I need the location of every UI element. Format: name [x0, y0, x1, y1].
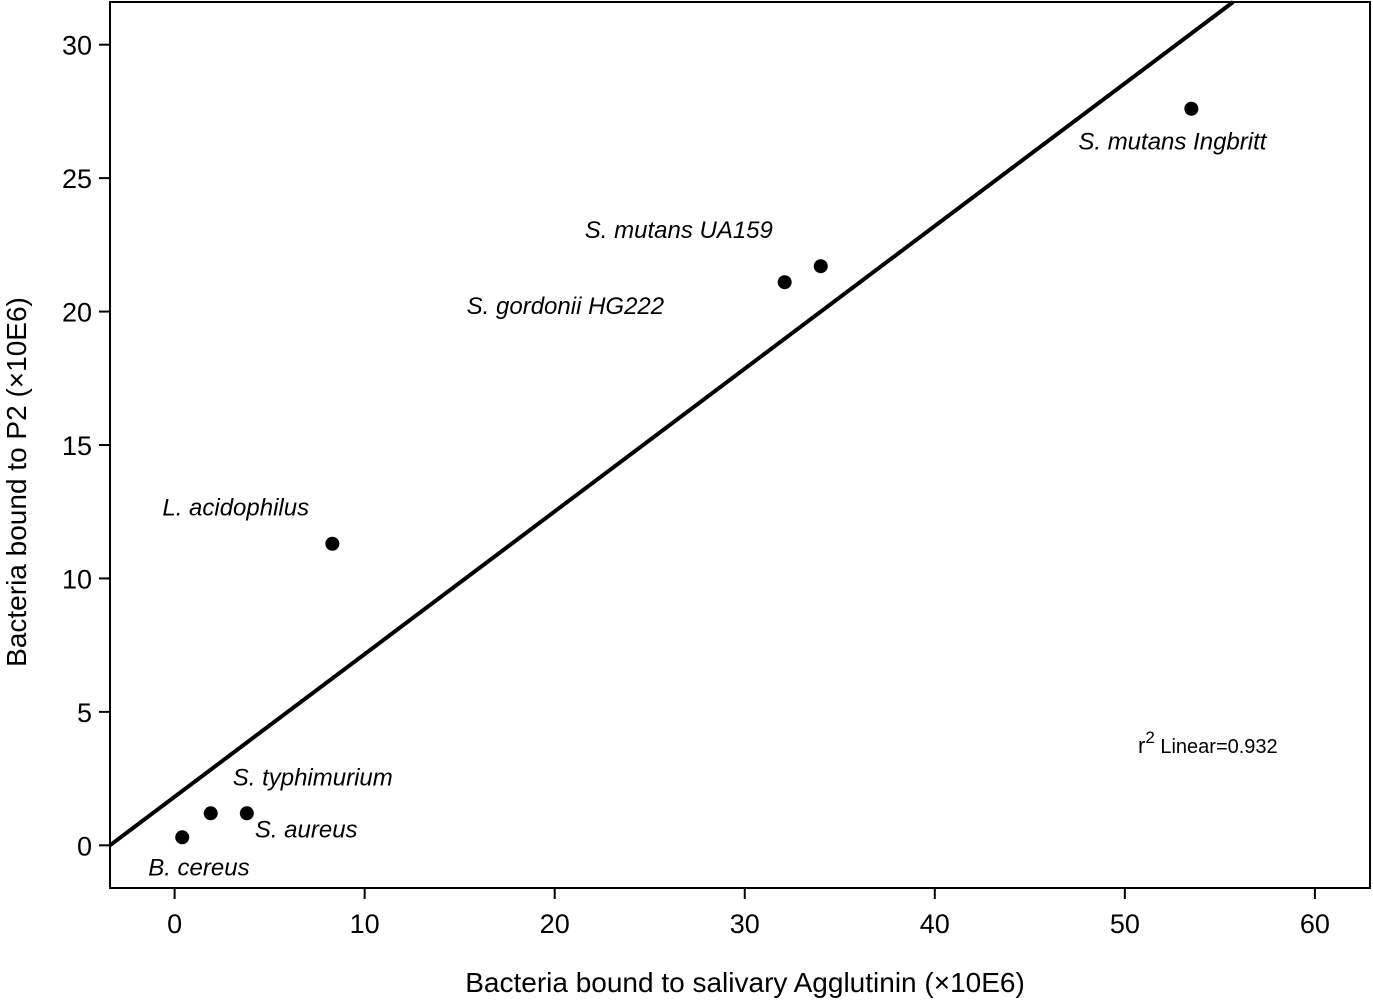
- point-labels: B. cereus S. typhimurium S. aureus L. acido…: [148, 129, 1268, 882]
- x-tick-label: 60: [1300, 909, 1330, 939]
- y-tick-label: 20: [62, 298, 92, 328]
- y-tick-label: 0: [77, 831, 92, 861]
- x-tick-label: 10: [350, 909, 380, 939]
- y-tick-label: 5: [77, 698, 92, 728]
- x-axis-title: Bacteria bound to salivary Agglutinin (×…: [465, 967, 1025, 998]
- point-label: S. aureus: [255, 816, 358, 843]
- x-tick-label: 0: [167, 909, 182, 939]
- data-point: [325, 536, 340, 551]
- point-label: B. cereus: [148, 854, 249, 881]
- r-squared-value: Linear=0.932: [1155, 736, 1278, 758]
- x-tick-label: 20: [540, 909, 570, 939]
- point-label: L. acidophilus: [162, 495, 309, 522]
- x-tick-label: 30: [730, 909, 760, 939]
- data-points: [175, 101, 1199, 845]
- superscript-2: 2: [1145, 728, 1154, 747]
- x-axis: 0 10 20 30 40 50 60: [167, 888, 1330, 939]
- r-symbol: r: [1138, 733, 1145, 758]
- y-axis-title: Bacteria bound to P2 (×10E6): [1, 297, 32, 667]
- y-tick-label: 25: [62, 164, 92, 194]
- regression-line: [108, 0, 1235, 847]
- data-point: [239, 806, 254, 821]
- r-squared-annotation: r2 Linear=0.932: [1138, 728, 1278, 758]
- data-point: [203, 806, 218, 821]
- x-tick-label: 50: [1110, 909, 1140, 939]
- data-point: [1184, 101, 1199, 116]
- point-label: S. gordonii HG222: [467, 293, 664, 320]
- data-point: [175, 830, 190, 845]
- y-tick-label: 10: [62, 564, 92, 594]
- y-axis: 0 5 10 15 20 25 30: [62, 31, 110, 861]
- point-label: S. typhimurium: [233, 764, 393, 791]
- point-label: S. mutans UA159: [585, 217, 773, 244]
- x-tick-label: 40: [920, 909, 950, 939]
- y-tick-label: 30: [62, 31, 92, 61]
- data-point: [813, 259, 828, 274]
- data-point: [777, 275, 792, 290]
- point-label: S. mutans Ingbritt: [1078, 129, 1267, 156]
- y-tick-label: 15: [62, 431, 92, 461]
